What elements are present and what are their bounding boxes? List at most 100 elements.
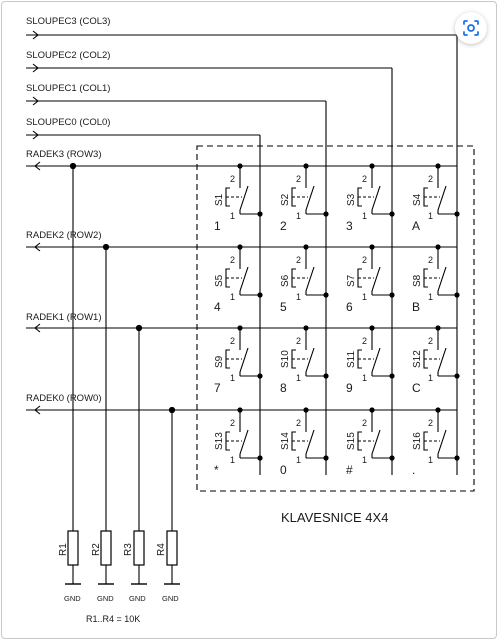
pin-number: 1: [230, 373, 235, 383]
column-label-col1: SLOUPEC1 (COL1): [26, 83, 110, 94]
pin-number: 2: [428, 174, 433, 184]
pin-number: 1: [230, 211, 235, 221]
switch-ref: S12: [412, 350, 423, 368]
pin-number: 2: [362, 336, 367, 346]
pin-number: 2: [230, 418, 235, 428]
pin-number: 2: [230, 174, 235, 184]
key-legend: A: [412, 219, 420, 233]
pulldown-resistor: [131, 530, 147, 585]
switch-ref: S13: [214, 432, 225, 450]
pulldown-resistor: [98, 530, 114, 585]
pin-number: 2: [296, 336, 301, 346]
pin-number: 2: [362, 174, 367, 184]
gnd-label-r3: GND: [129, 594, 146, 603]
resistor-ref-r2: R2: [91, 543, 102, 556]
switch-ref: S1: [214, 193, 225, 206]
gnd-label-r2: GND: [97, 594, 114, 603]
key-legend: 2: [280, 219, 287, 233]
switch-ref: S3: [346, 193, 357, 206]
input-arrow-icon: [32, 96, 39, 106]
keypad-switch: 2 1 S16.: [412, 407, 460, 477]
pin-number: 1: [230, 292, 235, 302]
resistor-ref-r1: R1: [58, 543, 69, 556]
pin-number: 1: [296, 455, 301, 465]
pin-number: 1: [428, 292, 433, 302]
switch-ref: S2: [280, 193, 291, 206]
input-arrow-icon: [32, 30, 39, 40]
switch-ref: S9: [214, 355, 225, 368]
pin-number: 1: [362, 211, 367, 221]
key-legend: *: [214, 463, 219, 477]
key-legend: 9: [346, 381, 353, 395]
pin-number: 2: [428, 336, 433, 346]
row-label-row2: RADEK2 (ROW2): [26, 230, 101, 241]
keypad-switch: 2 1 S1 1: [214, 163, 263, 233]
output-arrow-icon: [34, 405, 41, 415]
pin-number: 2: [362, 255, 367, 265]
pulldown-resistor: [164, 530, 180, 585]
switch-ref: S11: [346, 351, 357, 368]
keypad-switch: 2 1 S9 7: [214, 325, 263, 395]
switch-ref: S7: [346, 274, 357, 287]
key-legend: B: [412, 300, 420, 314]
gnd-label-r1: GND: [64, 594, 81, 603]
key-legend: 1: [214, 219, 221, 233]
keypad-switch: 2 1 S10 8: [280, 325, 329, 395]
pin-number: 2: [362, 418, 367, 428]
pin-number: 1: [362, 455, 367, 465]
output-arrow-icon: [34, 242, 41, 252]
keypad-switch: 2 1 S5 4: [214, 244, 263, 314]
output-arrow-icon: [34, 161, 41, 171]
lens-search-button[interactable]: [455, 12, 487, 44]
keypad-switch: 2 1 S3 3: [346, 163, 395, 233]
keypad-boundary: [196, 145, 475, 492]
row-label-row1: RADEK1 (ROW1): [26, 312, 101, 323]
pulldown-resistor: [65, 530, 81, 585]
row-label-row0: RADEK0 (ROW0): [26, 393, 101, 404]
pin-number: 2: [230, 255, 235, 265]
keypad-switch: 2 1 S12 C: [412, 325, 460, 395]
keypad-switch: 2 1 S11 9: [346, 325, 395, 395]
column-label-col2: SLOUPEC2 (COL2): [26, 50, 110, 61]
pin-number: 2: [428, 255, 433, 265]
keypad-switch: 2 1 S14 0: [280, 407, 329, 477]
keypad-switch: 2 1 S6 5: [280, 244, 329, 314]
pin-number: 1: [362, 292, 367, 302]
keypad-title: KLAVESNICE 4X4: [281, 510, 388, 525]
resistor-note: R1..R4 = 10K: [86, 614, 140, 624]
pin-number: 2: [296, 418, 301, 428]
resistor-ref-r4: R4: [156, 543, 167, 556]
switch-ref: S4: [412, 193, 423, 206]
pin-number: 1: [296, 292, 301, 302]
column-label-col0: SLOUPEC0 (COL0): [26, 117, 110, 128]
pin-number: 2: [428, 418, 433, 428]
pin-number: 2: [296, 174, 301, 184]
switch-ref: S5: [214, 274, 225, 287]
pin-number: 2: [296, 255, 301, 265]
pin-number: 1: [230, 455, 235, 465]
key-legend: 8: [280, 381, 287, 395]
pin-number: 1: [428, 455, 433, 465]
lens-search-icon: [463, 20, 479, 36]
key-legend: 0: [280, 463, 287, 477]
pin-number: 1: [428, 211, 433, 221]
junction-dot: [168, 406, 176, 414]
column-label-col3: SLOUPEC3 (COL3): [26, 16, 110, 27]
keypad-switch: 2 1 S13 *: [214, 407, 263, 477]
key-legend: C: [412, 381, 421, 395]
key-legend: 7: [214, 381, 221, 395]
pin-number: 1: [296, 373, 301, 383]
input-arrow-icon: [32, 130, 39, 140]
switch-ref: S10: [280, 350, 291, 368]
keypad-switch: 2 1 S15 #: [346, 407, 395, 477]
row-label-row3: RADEK3 (ROW3): [26, 149, 101, 160]
pin-number: 1: [428, 373, 433, 383]
switch-ref: S6: [280, 274, 291, 287]
switch-ref: S8: [412, 274, 423, 287]
pin-number: 1: [296, 211, 301, 221]
output-arrow-icon: [34, 323, 41, 333]
key-legend: 4: [214, 300, 221, 314]
input-arrow-icon: [32, 63, 39, 73]
